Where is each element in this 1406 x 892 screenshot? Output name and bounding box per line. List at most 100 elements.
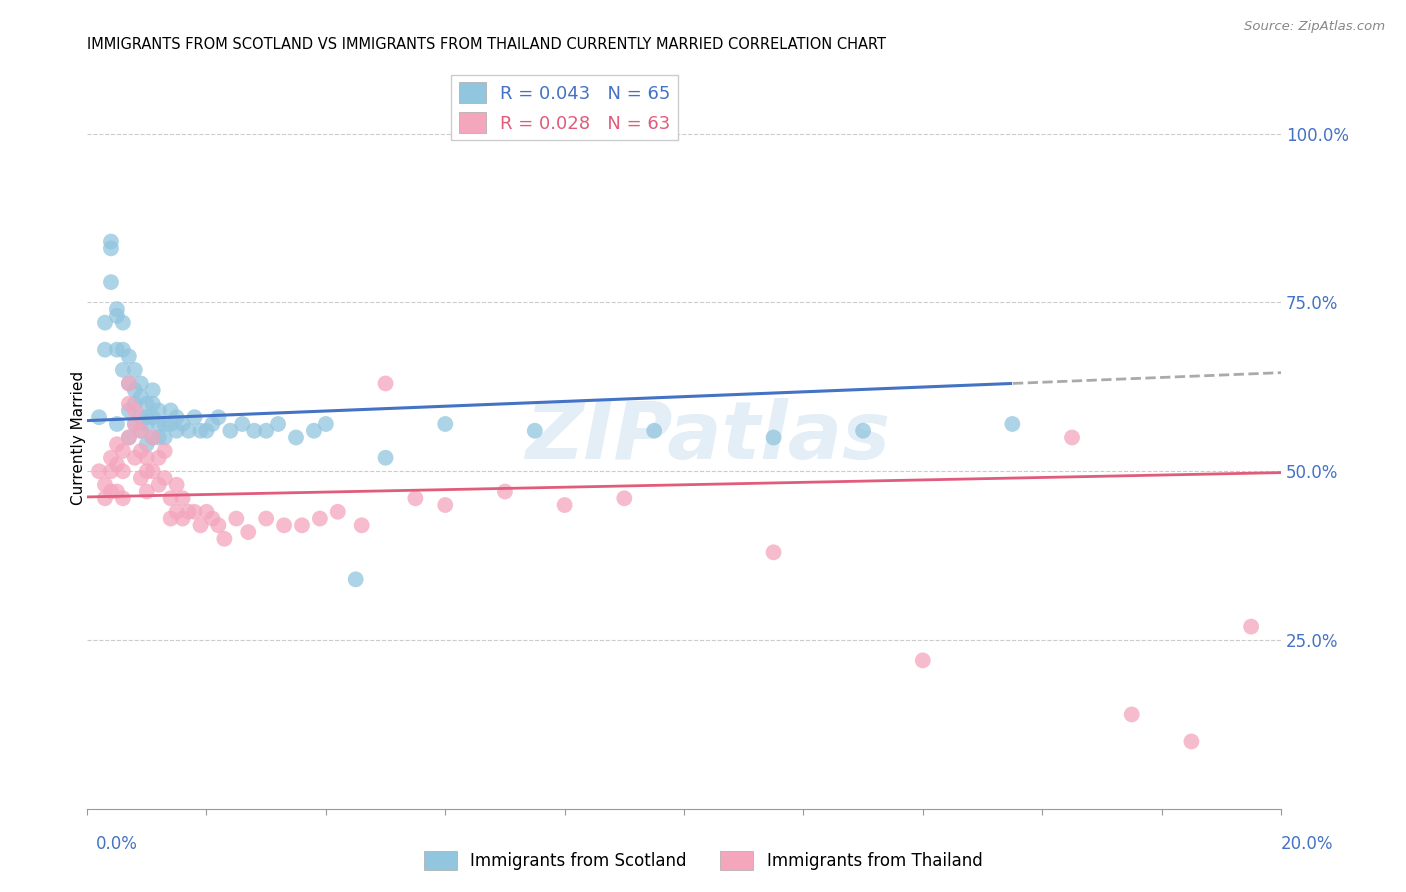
Point bbox=[852, 424, 875, 438]
Point bbox=[118, 403, 141, 417]
Point bbox=[148, 430, 170, 444]
Point bbox=[105, 343, 128, 357]
Point bbox=[166, 410, 188, 425]
Point bbox=[100, 464, 122, 478]
Point bbox=[554, 498, 576, 512]
Point bbox=[309, 511, 332, 525]
Point bbox=[643, 424, 665, 438]
Point bbox=[762, 545, 785, 559]
Text: IMMIGRANTS FROM SCOTLAND VS IMMIGRANTS FROM THAILAND CURRENTLY MARRIED CORRELATI: IMMIGRANTS FROM SCOTLAND VS IMMIGRANTS F… bbox=[87, 37, 886, 53]
Point bbox=[111, 363, 134, 377]
Point bbox=[111, 316, 134, 330]
Point bbox=[254, 424, 277, 438]
Point bbox=[105, 302, 128, 317]
Point bbox=[153, 417, 176, 431]
Point bbox=[201, 511, 224, 525]
Point bbox=[254, 511, 277, 525]
Point bbox=[434, 417, 457, 431]
Point bbox=[129, 424, 152, 438]
Point bbox=[195, 505, 218, 519]
Point bbox=[87, 464, 110, 478]
Point bbox=[142, 430, 165, 444]
Point bbox=[94, 343, 117, 357]
Point bbox=[153, 444, 176, 458]
Point bbox=[142, 383, 165, 397]
Point bbox=[124, 403, 146, 417]
Point bbox=[350, 518, 373, 533]
Point bbox=[94, 477, 117, 491]
Point bbox=[100, 450, 122, 465]
Point bbox=[129, 390, 152, 404]
Point bbox=[148, 417, 170, 431]
Point bbox=[153, 471, 176, 485]
Point bbox=[118, 430, 141, 444]
Point bbox=[172, 491, 194, 506]
Point bbox=[177, 424, 200, 438]
Point bbox=[111, 444, 134, 458]
Point bbox=[135, 417, 157, 431]
Point bbox=[911, 653, 934, 667]
Point bbox=[302, 424, 325, 438]
Point bbox=[135, 410, 157, 425]
Point bbox=[219, 424, 242, 438]
Point bbox=[326, 505, 349, 519]
Point bbox=[159, 511, 181, 525]
Point bbox=[142, 464, 165, 478]
Point bbox=[148, 450, 170, 465]
Point bbox=[434, 498, 457, 512]
Point bbox=[172, 417, 194, 431]
Point bbox=[494, 484, 516, 499]
Point bbox=[105, 417, 128, 431]
Point bbox=[159, 417, 181, 431]
Point bbox=[190, 424, 212, 438]
Point bbox=[153, 430, 176, 444]
Point bbox=[238, 524, 260, 539]
Point bbox=[135, 484, 157, 499]
Point bbox=[124, 363, 146, 377]
Point bbox=[613, 491, 636, 506]
Point bbox=[1121, 707, 1143, 722]
Point bbox=[225, 511, 247, 525]
Point bbox=[118, 430, 141, 444]
Legend: Immigrants from Scotland, Immigrants from Thailand: Immigrants from Scotland, Immigrants fro… bbox=[416, 844, 990, 877]
Text: ZIPatlas: ZIPatlas bbox=[526, 399, 890, 476]
Point bbox=[374, 376, 396, 391]
Point bbox=[201, 417, 224, 431]
Point bbox=[124, 417, 146, 431]
Point bbox=[111, 491, 134, 506]
Point bbox=[118, 397, 141, 411]
Point bbox=[100, 241, 122, 255]
Point bbox=[142, 430, 165, 444]
Point bbox=[94, 316, 117, 330]
Point bbox=[1240, 619, 1263, 633]
Point bbox=[166, 477, 188, 491]
Point bbox=[142, 410, 165, 425]
Point bbox=[195, 424, 218, 438]
Point bbox=[214, 532, 236, 546]
Point bbox=[118, 350, 141, 364]
Point bbox=[129, 424, 152, 438]
Text: 0.0%: 0.0% bbox=[96, 835, 138, 853]
Point bbox=[177, 505, 200, 519]
Point bbox=[129, 471, 152, 485]
Point bbox=[190, 518, 212, 533]
Point bbox=[135, 437, 157, 451]
Text: 20.0%: 20.0% bbox=[1281, 835, 1333, 853]
Point bbox=[129, 376, 152, 391]
Point bbox=[105, 458, 128, 472]
Point bbox=[100, 275, 122, 289]
Point bbox=[166, 424, 188, 438]
Point bbox=[344, 572, 367, 586]
Point bbox=[124, 397, 146, 411]
Point bbox=[315, 417, 337, 431]
Point bbox=[273, 518, 295, 533]
Y-axis label: Currently Married: Currently Married bbox=[72, 370, 86, 505]
Point bbox=[135, 397, 157, 411]
Point bbox=[100, 484, 122, 499]
Point bbox=[1001, 417, 1024, 431]
Point bbox=[291, 518, 314, 533]
Point bbox=[105, 484, 128, 499]
Point bbox=[124, 383, 146, 397]
Point bbox=[118, 376, 141, 391]
Point bbox=[404, 491, 426, 506]
